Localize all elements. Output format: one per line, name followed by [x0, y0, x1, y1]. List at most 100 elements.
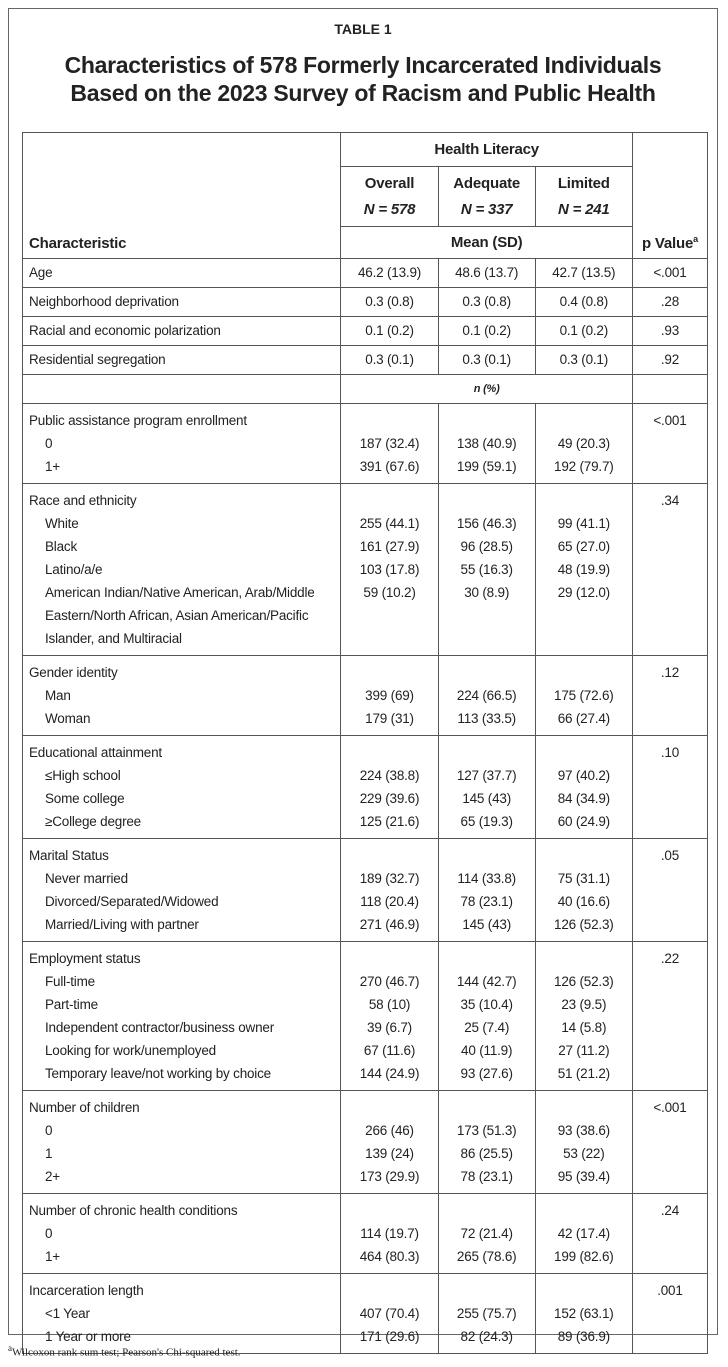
- group-row: Race and ethnicity .34: [21, 483, 709, 512]
- cell: 42 (17.4): [534, 1222, 633, 1245]
- column-name: Limited: [557, 174, 610, 192]
- data-row: <1 Year 407 (70.4) 255 (75.7) 152 (63.1): [21, 1302, 709, 1325]
- cell: 93 (38.6): [534, 1119, 633, 1142]
- cell: [437, 1090, 536, 1119]
- cell: 0.1 (0.2): [534, 316, 633, 346]
- cell: 145 (43): [437, 787, 536, 810]
- cell: [631, 970, 709, 993]
- row-label: Never married: [21, 867, 342, 890]
- cell: 265 (78.6): [437, 1245, 536, 1274]
- row-label: Black: [21, 535, 342, 558]
- cell: 0.3 (0.1): [534, 345, 633, 375]
- cell: 14 (5.8): [534, 1016, 633, 1039]
- p-value: .001: [631, 1273, 709, 1302]
- data-row: 0 266 (46) 173 (51.3) 93 (38.6): [21, 1119, 709, 1142]
- group-label: Gender identity: [21, 655, 342, 684]
- row-label: ≥College degree: [21, 810, 342, 839]
- row-label: Part-time: [21, 993, 342, 1016]
- row-label: Independent contractor/business owner: [21, 1016, 342, 1039]
- cell: 179 (31): [340, 707, 439, 736]
- cell: [340, 1090, 439, 1119]
- cell: [437, 735, 536, 764]
- cell: [631, 1062, 709, 1091]
- cell: 60 (24.9): [534, 810, 633, 839]
- header-cell: p Valuea: [631, 132, 709, 259]
- cell: [534, 838, 633, 867]
- cell: 175 (72.6): [534, 684, 633, 707]
- cell: 199 (82.6): [534, 1245, 633, 1274]
- data-row: 2+ 173 (29.9) 78 (23.1) 95 (39.4): [21, 1165, 709, 1194]
- p-value: <.001: [631, 1090, 709, 1119]
- cell: 67 (11.6): [340, 1039, 439, 1062]
- row-label: <1 Year: [21, 1302, 342, 1325]
- cell: [631, 374, 709, 404]
- cell: 125 (21.6): [340, 810, 439, 839]
- cell: [631, 455, 709, 484]
- header-text: Characteristic: [29, 235, 127, 252]
- header-cell: Adequate N = 337: [437, 166, 536, 227]
- data-row: Woman 179 (31) 113 (33.5) 66 (27.4): [21, 707, 709, 736]
- cell: [631, 1119, 709, 1142]
- cell: [631, 1039, 709, 1062]
- header-text: Mean (SD): [450, 234, 523, 251]
- column-n: N = 337: [460, 200, 513, 218]
- row-label: White: [21, 512, 342, 535]
- cell: 59 (10.2): [340, 581, 439, 656]
- row-label: American Indian/Native American, Arab/Mi…: [21, 581, 342, 656]
- cell: 199 (59.1): [437, 455, 536, 484]
- row-label: 0: [21, 432, 342, 455]
- header-text: p Value: [641, 235, 694, 252]
- column-name: Overall: [364, 174, 415, 192]
- cell: [437, 483, 536, 512]
- cell: 173 (29.9): [340, 1165, 439, 1194]
- data-row: White 255 (44.1) 156 (46.3) 99 (41.1): [21, 512, 709, 535]
- cell: [631, 810, 709, 839]
- cell: 25 (7.4): [437, 1016, 536, 1039]
- group-label: Employment status: [21, 941, 342, 970]
- cell: 40 (11.9): [437, 1039, 536, 1062]
- cell: 95 (39.4): [534, 1165, 633, 1194]
- cell: [631, 1302, 709, 1325]
- cell: [437, 838, 536, 867]
- group-row: Marital Status .05: [21, 838, 709, 867]
- data-row: Looking for work/unemployed 67 (11.6) 40 (…: [21, 1039, 709, 1062]
- cell: [534, 1090, 633, 1119]
- title-line: Based on the 2023 Survey of Racism and P…: [70, 80, 656, 106]
- data-row: Married/Living with partner 271 (46.9) 145…: [21, 913, 709, 942]
- data-row: Part-time 58 (10) 35 (10.4) 23 (9.5): [21, 993, 709, 1016]
- cell: 99 (41.1): [534, 512, 633, 535]
- cell: 48.6 (13.7): [437, 258, 536, 288]
- row-label: ≤High school: [21, 764, 342, 787]
- data-row: Some college 229 (39.6) 145 (43) 84 (34.9): [21, 787, 709, 810]
- data-row: Independent contractor/business owner 39 …: [21, 1016, 709, 1039]
- table-body: Characteristic Health Literacy p Valuea …: [21, 132, 709, 1354]
- mean-row: Racial and economic polarization 0.1 (0.2…: [21, 316, 709, 346]
- cell: 224 (66.5): [437, 684, 536, 707]
- p-value: .10: [631, 735, 709, 764]
- cell: 189 (32.7): [340, 867, 439, 890]
- p-value: .24: [631, 1193, 709, 1222]
- cell: [631, 1222, 709, 1245]
- row-label: 1+: [21, 1245, 342, 1274]
- cell: [437, 1193, 536, 1222]
- cell: [340, 735, 439, 764]
- row-label: Some college: [21, 787, 342, 810]
- group-label: Public assistance program enrollment: [21, 403, 342, 432]
- cell: 35 (10.4): [437, 993, 536, 1016]
- data-row: 1+ 391 (67.6) 199 (59.1) 192 (79.7): [21, 455, 709, 484]
- cell: [340, 941, 439, 970]
- cell: [340, 1273, 439, 1302]
- section-label: n (%): [340, 374, 633, 404]
- p-value: .34: [631, 483, 709, 512]
- footnote: aWilcoxon rank sum test; Pearson's Chi-s…: [8, 1343, 241, 1359]
- group-row: Employment status .22: [21, 941, 709, 970]
- cell: [437, 941, 536, 970]
- cell: 0.4 (0.8): [534, 287, 633, 317]
- data-row: Full-time 270 (46.7) 144 (42.7) 126 (52.3): [21, 970, 709, 993]
- cell: 255 (75.7): [437, 1302, 536, 1325]
- mean-row: Age 46.2 (13.9) 48.6 (13.7) 42.7 (13.5) <.00…: [21, 258, 709, 288]
- data-row: Temporary leave/not working by choice 144…: [21, 1062, 709, 1091]
- cell: 156 (46.3): [437, 512, 536, 535]
- cell: 78 (23.1): [437, 890, 536, 913]
